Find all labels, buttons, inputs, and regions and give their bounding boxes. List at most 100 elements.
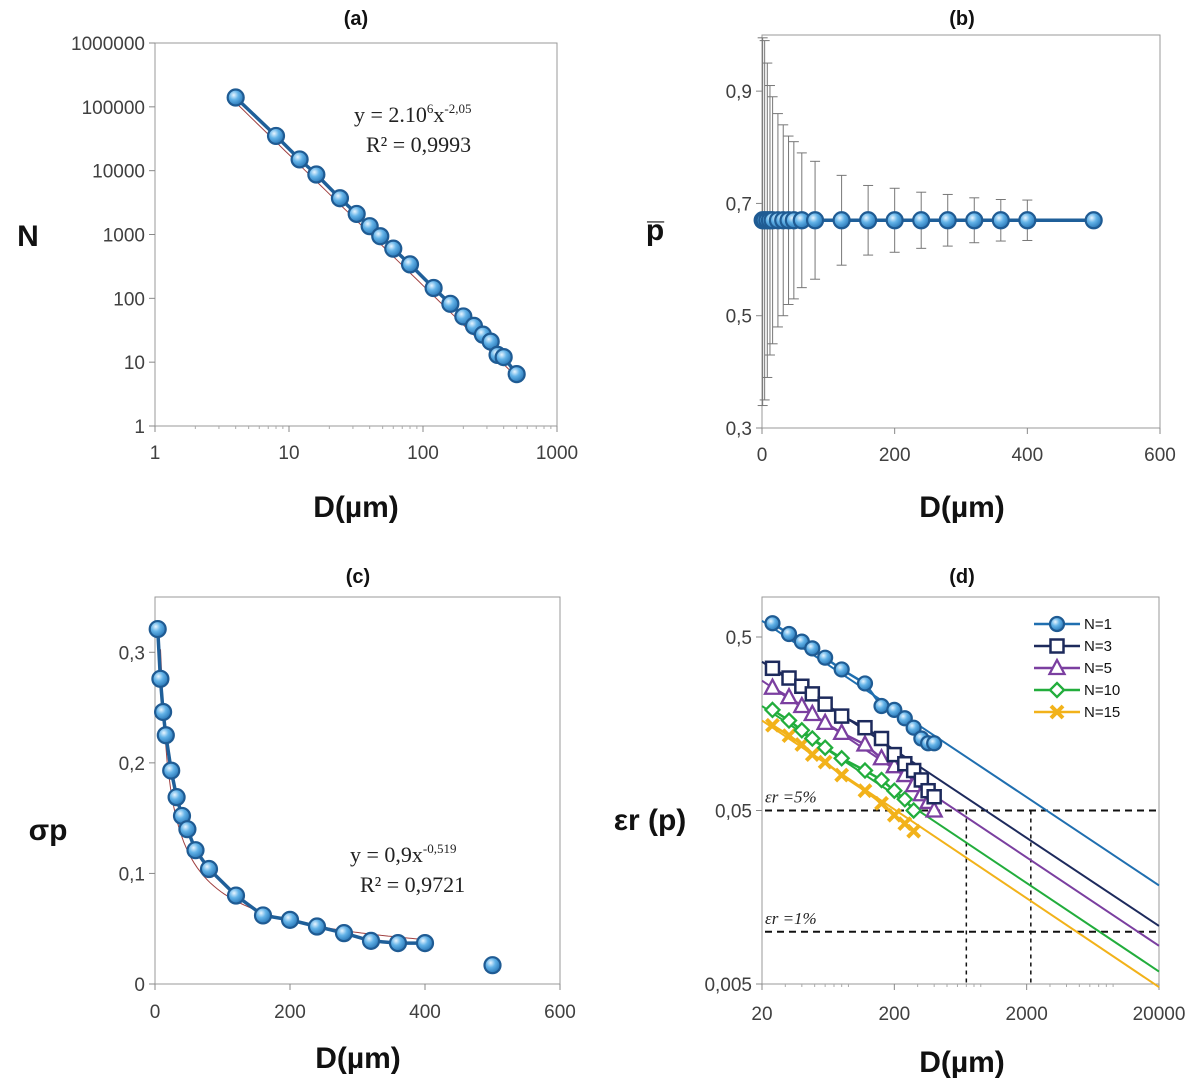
- panel-c: (c) D(µm) σp 0 200 400 600 0 0,1 0,2 0,3 y = 0,…: [29, 566, 576, 1075]
- data-point: [991, 211, 1010, 230]
- x-tick-label: 0: [757, 445, 768, 466]
- data-point: [859, 211, 878, 230]
- data-point-N=1: [817, 649, 834, 666]
- data-point: [885, 211, 904, 230]
- data-point: [938, 211, 957, 230]
- data-point: [483, 956, 502, 975]
- y-tick-label: 0,005: [704, 975, 752, 996]
- data-point-N=3: [804, 686, 821, 702]
- y-tick-label: 0,2: [119, 754, 145, 775]
- y-tick-label: 1000: [103, 226, 145, 247]
- data-point-N=5: [855, 734, 875, 752]
- chart-title-c: (c): [346, 566, 370, 588]
- x-tick-label: 400: [409, 1002, 441, 1023]
- data-point-N=15: [906, 823, 922, 839]
- r-squared-a: R² = 0,9993: [366, 132, 471, 157]
- equation-a: y = 2.106x-2,05: [354, 101, 472, 127]
- data-point: [226, 886, 246, 905]
- x-tick-label: 20: [751, 1004, 772, 1025]
- data-point-N=10: [780, 711, 798, 730]
- data-point-N=10: [885, 782, 903, 800]
- y-tick-label: 0,5: [726, 628, 752, 649]
- data-point: [424, 278, 443, 298]
- data-point: [266, 126, 286, 146]
- data-point: [494, 348, 513, 367]
- panel-b: (b) D(µm) p̅ 0 200 400 600 0,3 0,5 0,7 0,9: [646, 8, 1176, 524]
- legend-marker-N=1: [1048, 615, 1066, 633]
- ticks-a: 1 10 100 1000 1 10 100 1000 10000 100000 1000000: [71, 34, 578, 464]
- y-tick-label: 1000000: [71, 34, 145, 55]
- data-point-N=1: [780, 625, 798, 643]
- y-tick-label: 100000: [82, 98, 145, 119]
- y-axis-label-c: σp: [29, 814, 68, 847]
- legend-marker-N=15: [1049, 704, 1065, 720]
- data-point-N=5: [779, 686, 799, 705]
- data-point-N=5: [832, 722, 852, 741]
- r-squared-c: R² = 0,9721: [360, 872, 465, 897]
- x-tick-label: 100: [407, 443, 439, 464]
- x-axis-label-b: D(µm): [919, 491, 1005, 524]
- data-point-N=5: [924, 800, 944, 818]
- x-tick-label: 2000: [1006, 1004, 1048, 1025]
- y-tick-label: 0,1: [119, 864, 145, 885]
- data-point-N=15: [857, 783, 873, 799]
- threshold-label: εr =1%: [765, 909, 817, 928]
- data-point-N=10: [793, 721, 811, 739]
- data-point-N=10: [816, 739, 834, 757]
- data-point-N=3: [857, 719, 873, 736]
- data-point: [199, 859, 219, 879]
- panel-a: (a) D(µm) N 1 10 100 1000 1 10 100 1000 10000 100…: [17, 8, 578, 524]
- data-point-N=3: [781, 670, 797, 686]
- data-point-N=3: [926, 789, 942, 805]
- data-point: [162, 761, 181, 780]
- data-point: [507, 365, 526, 384]
- data-point: [361, 931, 381, 950]
- y-tick-label: 0,3: [726, 419, 752, 440]
- x-axis-label-a: D(µm): [313, 491, 399, 524]
- legend-label-N=15: N=15: [1084, 704, 1120, 721]
- y-tick-label: 0,5: [726, 307, 752, 328]
- plot-frame-a: [154, 42, 558, 427]
- x-tick-label: 200: [879, 445, 911, 466]
- data-point-N=3: [817, 696, 833, 712]
- y-tick-label: 10000: [92, 162, 145, 183]
- series-b: [753, 211, 1103, 230]
- data-point-N=1: [833, 661, 850, 678]
- x-tick-label: 1000: [536, 443, 578, 464]
- data-point-N=5: [763, 677, 782, 695]
- data-point: [167, 788, 186, 807]
- y-tick-label: 0,05: [715, 801, 752, 822]
- data-point-N=15: [874, 795, 889, 811]
- data-point: [290, 150, 309, 169]
- data-point: [912, 211, 931, 230]
- x-tick-label: 200: [878, 1004, 910, 1025]
- data-point-N=1: [905, 719, 922, 736]
- x-tick-label: 600: [1144, 445, 1176, 466]
- y-axis-label-a: N: [17, 220, 39, 253]
- data-point-N=15: [817, 754, 833, 770]
- data-point: [832, 211, 851, 230]
- data-point-N=5: [872, 747, 891, 766]
- plot-frame-d: [761, 596, 1160, 985]
- data-point: [226, 88, 245, 107]
- x-tick-label: 0: [150, 1002, 161, 1023]
- data-point-N=10: [803, 729, 821, 748]
- data-point: [154, 702, 173, 722]
- x-tick-label: 200: [274, 1002, 306, 1023]
- x-tick-label: 600: [544, 1002, 576, 1023]
- legend-marker-N=5: [1047, 657, 1067, 676]
- plot-frame-b: [761, 34, 1161, 429]
- y-tick-label: 0,7: [726, 194, 752, 215]
- y-tick-label: 10: [124, 353, 145, 374]
- data-point: [388, 933, 408, 953]
- data-point: [805, 211, 825, 230]
- data-point: [334, 924, 354, 943]
- data-point-N=15: [804, 747, 820, 762]
- data-point-N=1: [856, 675, 874, 692]
- series-a: [226, 88, 526, 384]
- x-axis-label-d: D(µm): [919, 1046, 1005, 1079]
- y-tick-label: 0: [134, 975, 145, 996]
- legend-d: N=1 N=3 N=5 N=10 N=15: [1026, 606, 1156, 730]
- data-point-N=1: [764, 615, 781, 632]
- data-point-N=1: [804, 640, 821, 657]
